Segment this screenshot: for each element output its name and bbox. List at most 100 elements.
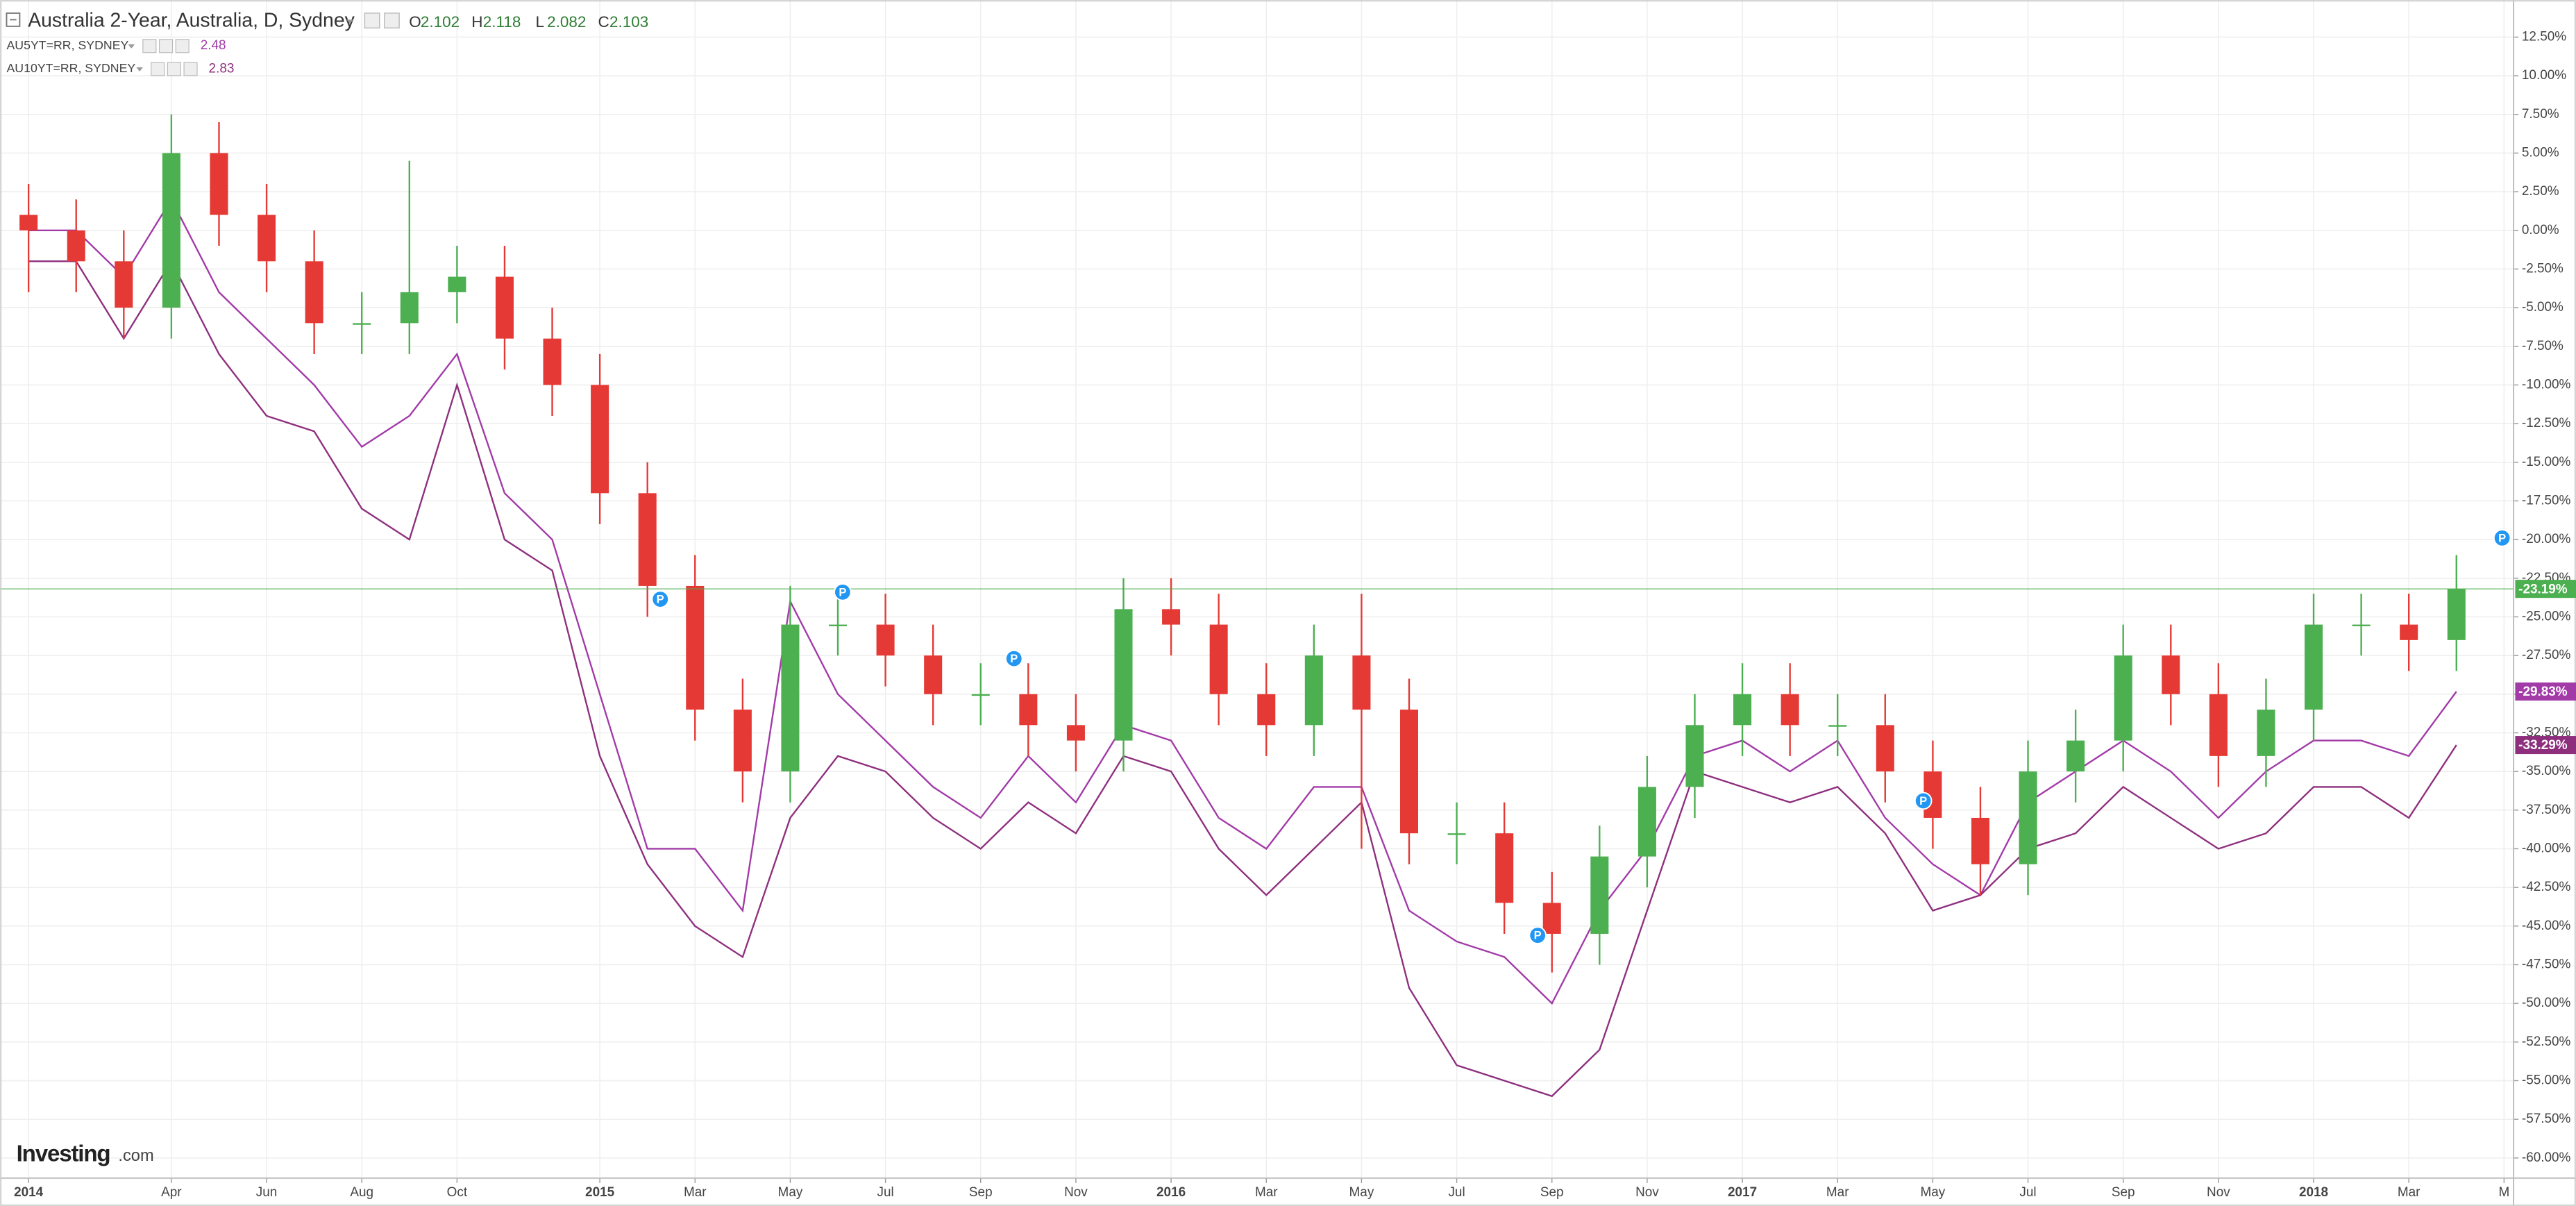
candle-body — [2066, 740, 2085, 772]
candle-body — [686, 585, 705, 710]
indicator-icon[interactable] — [167, 62, 181, 76]
y-tick-label: -50.00% — [2522, 996, 2571, 1010]
ohlc-key: H — [471, 13, 482, 31]
y-tick-label: 7.50% — [2522, 107, 2559, 122]
settings-icon[interactable] — [384, 12, 400, 28]
legend: Australia 2-Year, Australia, D, Sydney O… — [6, 9, 648, 76]
y-tick-label: -55.00% — [2522, 1073, 2571, 1087]
candle-body — [67, 230, 85, 262]
x-tick-label: Nov — [2207, 1185, 2230, 1200]
y-tick-label: -40.00% — [2522, 841, 2571, 855]
indicator-name: AU5YT=RR, SYDNEY — [6, 38, 128, 52]
candle-body — [638, 493, 657, 586]
candle-body — [543, 338, 562, 385]
y-tick-label: -17.50% — [2522, 493, 2571, 508]
candle-body — [2305, 624, 2323, 710]
event-marker[interactable] — [2493, 529, 2511, 547]
event-marker-label: P — [1919, 794, 1927, 807]
y-tick-label: -25.00% — [2522, 609, 2571, 623]
line-series — [28, 259, 2457, 1098]
grid — [0, 0, 2514, 1178]
candle-body — [1828, 725, 1847, 727]
candle-body — [781, 624, 800, 772]
candle-body — [1019, 694, 1038, 726]
settings-icon[interactable] — [364, 12, 380, 28]
ohlc-key: O — [409, 13, 421, 31]
ohlc-value: 2.118 — [483, 13, 521, 31]
indicator-icon[interactable] — [142, 39, 157, 53]
x-tick-label: Nov — [1635, 1185, 1659, 1200]
candle-body — [1495, 833, 1514, 903]
candle-body — [1971, 817, 1989, 864]
event-marker-label: P — [657, 593, 664, 606]
candle-body — [1257, 694, 1276, 726]
candle-body — [1114, 609, 1133, 741]
indicator-icon[interactable] — [175, 39, 190, 53]
y-tick-label: 0.00% — [2522, 223, 2559, 237]
candle-body — [971, 694, 990, 696]
x-tick-label: Mar — [1255, 1185, 1278, 1200]
y-tick-label: 10.00% — [2522, 68, 2566, 83]
x-tick-label: 2016 — [1156, 1185, 1186, 1200]
candle-body — [1733, 694, 1752, 726]
dropdown-icon[interactable] — [128, 44, 135, 49]
indicator-value: 2.48 — [201, 38, 226, 53]
event-marker[interactable] — [651, 590, 669, 608]
candle-body — [1781, 694, 1799, 726]
y-tick-label: -42.50% — [2522, 880, 2571, 894]
collapse-icon[interactable] — [6, 12, 21, 27]
x-tick-label: Mar — [684, 1185, 707, 1200]
x-tick-label: Jun — [256, 1185, 278, 1200]
price-badge-label: -33.29% — [2518, 738, 2568, 753]
candle-body — [1066, 725, 1085, 741]
x-tick-label: 2014 — [14, 1185, 44, 1200]
x-tick-label: Mar — [1826, 1185, 1849, 1200]
x-tick-label: 2015 — [585, 1185, 614, 1200]
indicator-icon[interactable] — [183, 62, 198, 76]
line-series — [28, 197, 2457, 1005]
price-badge-label: -23.19% — [2518, 582, 2568, 596]
y-tick-label: -2.50% — [2522, 261, 2564, 276]
ohlc-key: C — [598, 13, 609, 31]
price-badge — [2515, 736, 2576, 755]
dropdown-icon[interactable] — [346, 19, 353, 24]
x-tick-label: Sep — [969, 1185, 993, 1200]
indicator-icon[interactable] — [158, 39, 174, 53]
x-tick-label: Aug — [350, 1185, 373, 1200]
x-tick-label: 2018 — [2299, 1185, 2328, 1200]
ohlc-key: L — [536, 13, 545, 31]
indicator-name: AU10YT=RR, SYDNEY — [6, 61, 135, 75]
candle-body — [829, 624, 848, 626]
y-tick-label: 5.00% — [2522, 145, 2559, 160]
y-tick-label: -57.50% — [2522, 1112, 2571, 1126]
candle-body — [2352, 624, 2371, 626]
x-tick-label: Nov — [1064, 1185, 1088, 1200]
x-tick-label: May — [1921, 1185, 1946, 1200]
candle-body — [1542, 903, 1561, 934]
y-tick-label: 2.50% — [2522, 184, 2559, 199]
candle-body — [1685, 725, 1704, 787]
event-marker[interactable] — [1004, 649, 1023, 668]
plot-area: P P P P P P — [0, 114, 2514, 1098]
event-marker-label: P — [1534, 929, 1542, 942]
x-tick-label: Sep — [1540, 1185, 1564, 1200]
candle-body — [258, 215, 276, 262]
event-marker[interactable] — [834, 583, 852, 601]
price-badge — [2515, 682, 2576, 701]
candle-body — [162, 153, 180, 308]
indicator-icon[interactable] — [151, 62, 165, 76]
x-tick-label: Apr — [161, 1185, 181, 1200]
dropdown-icon[interactable] — [136, 67, 143, 72]
candle-body — [2019, 771, 2037, 864]
event-marker[interactable] — [1914, 792, 1933, 810]
x-tick-label: 2017 — [1728, 1185, 1757, 1200]
candle-body — [2114, 655, 2132, 741]
event-marker[interactable] — [1529, 926, 1547, 944]
candle-body — [2257, 710, 2275, 756]
candle-body — [1352, 655, 1371, 710]
candle-body — [591, 385, 609, 494]
price-badge-label: -29.83% — [2518, 685, 2568, 699]
